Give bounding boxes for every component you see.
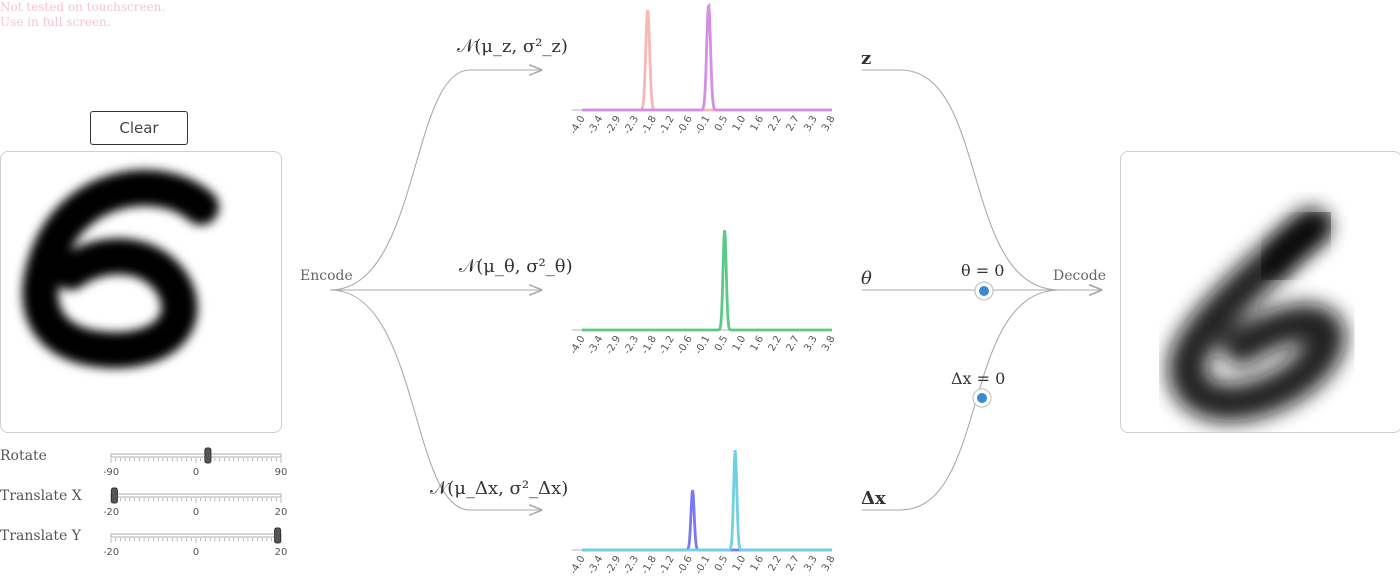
- tick-label: 1.0: [731, 554, 748, 573]
- tick-label: -4.0: [570, 334, 588, 356]
- tick-label: 3.8: [820, 334, 837, 353]
- tick-label: 2.7: [784, 554, 801, 573]
- tick-label: -2.3: [622, 334, 641, 356]
- tick-label: 3.3: [802, 114, 819, 133]
- drawn-digit-6: [22, 169, 219, 369]
- tick-label: -2.3: [622, 114, 641, 136]
- tick-label: -2.3: [622, 554, 641, 576]
- clear-button[interactable]: Clear: [90, 111, 188, 145]
- tick-label: 1.6: [749, 554, 766, 573]
- notice-text: Not tested on touchscreen. Use in full s…: [0, 0, 165, 30]
- tick-label: 2.2: [767, 554, 784, 573]
- tick-label: -0.1: [693, 334, 712, 356]
- tick-label: 0.5: [713, 554, 730, 573]
- tick-label: -2.9: [604, 114, 623, 136]
- tick-label: -1.8: [640, 334, 659, 356]
- input-drawing-canvas[interactable]: [0, 151, 282, 433]
- slider-handle[interactable]: [274, 527, 282, 544]
- density-curve-1: [582, 230, 832, 332]
- decoded-digit-6: [1168, 208, 1346, 422]
- tick-label: -2.9: [604, 334, 623, 356]
- tick-label: -1.8: [640, 554, 659, 576]
- tick-label: 2.7: [784, 334, 801, 353]
- slider-translate-y: Translate Y -20 0 20: [0, 520, 300, 556]
- tick-label: -4.0: [570, 554, 588, 576]
- slider-max-label: 20: [275, 507, 288, 516]
- latent-distribution-charts: -4.0-3.4-2.9-2.3-1.8-1.2-0.6-0.1 0.5 1.0 1.…: [570, 2, 838, 576]
- tick-label: 3.3: [802, 334, 819, 353]
- tick-label: -0.1: [693, 554, 712, 576]
- tick-label: -4.0: [570, 114, 588, 136]
- slider-label: Translate Y: [0, 528, 82, 544]
- slider-min-label: -20: [104, 507, 119, 516]
- slider-min-label: -90: [104, 467, 119, 476]
- tick-label: -1.2: [658, 554, 677, 576]
- tick-label: 1.0: [731, 334, 748, 353]
- tick-label: -3.4: [586, 554, 605, 576]
- density-curve-2: [582, 2, 832, 112]
- tick-label: -3.4: [586, 114, 605, 136]
- dx-distribution-plot: -4.0-3.4-2.9-2.3-1.8-1.2-0.6-0.1 0.5 1.0 1.…: [570, 449, 838, 576]
- tick-label: -0.6: [675, 114, 694, 136]
- tick-label: 0.5: [713, 334, 730, 353]
- slider-track[interactable]: -20 0 20: [104, 520, 294, 556]
- tick-label: 3.8: [820, 554, 837, 573]
- slider-mid-label: 0: [193, 467, 199, 476]
- slider-max-label: 20: [275, 547, 288, 556]
- slider-min-label: -20: [104, 547, 119, 556]
- slider-label: Rotate: [0, 448, 47, 464]
- dx-knob-label: Δx = 0: [951, 369, 1006, 388]
- tick-label: 2.2: [767, 334, 784, 353]
- decode-label: Decode: [1053, 268, 1107, 284]
- tick-label: 1.6: [749, 334, 766, 353]
- dx-knob[interactable]: [972, 388, 992, 408]
- z-variable-label: z: [861, 48, 872, 69]
- slider-translate-x: Translate X -20 0 20: [0, 480, 300, 516]
- tick-label: 0.5: [713, 114, 730, 133]
- tick-label: -0.6: [675, 334, 694, 356]
- tick-label: 1.0: [731, 114, 748, 133]
- dx-distribution-label: 𝒩(μ_Δx, σ²_Δx): [430, 478, 569, 499]
- theta-knob-label: θ = 0: [961, 261, 1005, 280]
- slider-mid-label: 0: [193, 507, 199, 516]
- tick-label: -1.8: [640, 114, 659, 136]
- tick-label: -0.6: [675, 554, 694, 576]
- tick-label: 1.6: [749, 114, 766, 133]
- z-distribution-label: 𝒩(μ_z, σ²_z): [457, 36, 568, 57]
- theta-variable-label: θ: [861, 268, 872, 289]
- tick-label: -0.1: [693, 114, 712, 136]
- slider-label: Translate X: [0, 488, 82, 504]
- notice-line-2: Use in full screen.: [0, 15, 111, 29]
- sliders-panel: Rotate -90 0 90 Translate X -20 0 20 Translate Y…: [0, 440, 300, 575]
- decode-arrow-z: [862, 69, 1101, 290]
- z-distribution-plot: -4.0-3.4-2.9-2.3-1.8-1.2-0.6-0.1 0.5 1.0 1.…: [570, 2, 838, 136]
- density-curve-2: [582, 449, 832, 552]
- dx-variable-label: Δx: [861, 488, 886, 509]
- slider-handle[interactable]: [204, 447, 212, 464]
- encode-label: Encode: [300, 268, 353, 284]
- decoded-output-canvas: [1120, 151, 1400, 433]
- tick-label: -2.9: [604, 554, 623, 576]
- notice-line-1: Not tested on touchscreen.: [0, 0, 166, 14]
- tick-label: 2.7: [784, 114, 801, 133]
- tick-label: 2.2: [767, 114, 784, 133]
- tick-label: 3.8: [820, 114, 837, 133]
- theta-knob[interactable]: [974, 281, 994, 301]
- tick-label: 3.3: [802, 554, 819, 573]
- theta-distribution-plot: -4.0-3.4-2.9-2.3-1.8-1.2-0.6-0.1 0.5 1.0 1.…: [570, 230, 838, 356]
- tick-label: -3.4: [586, 334, 605, 356]
- slider-track[interactable]: -20 0 20: [104, 480, 294, 516]
- density-curve-1: [582, 489, 832, 552]
- slider-track[interactable]: -90 0 90: [104, 440, 294, 476]
- slider-handle[interactable]: [110, 487, 118, 504]
- slider-mid-label: 0: [193, 547, 199, 556]
- tick-label: -1.2: [658, 114, 677, 136]
- encode-arrow-dx: [329, 289, 541, 510]
- slider-max-label: 90: [275, 467, 288, 476]
- theta-distribution-label: 𝒩(μ_θ, σ²_θ): [459, 256, 573, 277]
- slider-rotate: Rotate -90 0 90: [0, 440, 300, 476]
- tick-label: -1.2: [658, 334, 677, 356]
